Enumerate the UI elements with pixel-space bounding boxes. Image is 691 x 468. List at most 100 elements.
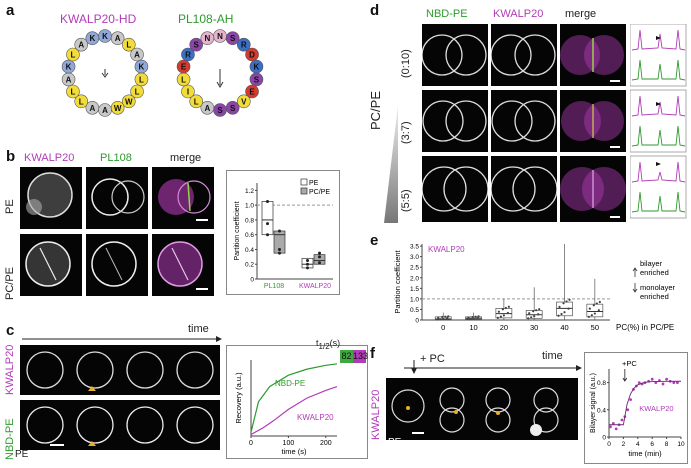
e-ylabel: Partition coefficient bbox=[393, 249, 402, 313]
e-point bbox=[562, 302, 565, 305]
e-partition-chart: 0 0.5 1.0 1.5 2.0 2.5 3.0 3.5 Partition coeffici… bbox=[393, 244, 676, 332]
residue-circle bbox=[200, 31, 215, 46]
c-series-label-nbdpe: NBD-PE bbox=[275, 379, 305, 388]
f-pc-arrow bbox=[622, 369, 628, 382]
e-ytick-label: 3.5 bbox=[410, 244, 419, 251]
f-ytick-label: 0.4 bbox=[597, 407, 606, 414]
e-point bbox=[442, 317, 445, 320]
d-ratio-2: (3:7) bbox=[400, 121, 412, 144]
e-point bbox=[592, 304, 595, 307]
residue-label: N bbox=[204, 34, 210, 43]
residue-circle bbox=[200, 100, 215, 115]
b-row-pcpe: PC/PE bbox=[4, 266, 16, 300]
c-chart-frame: 0 100 200 time (s) Recovery (a.u.) NBD-PE KWAL… bbox=[226, 345, 368, 459]
e-point bbox=[502, 314, 505, 317]
e-point bbox=[590, 314, 593, 317]
f-point bbox=[661, 382, 665, 386]
e-point bbox=[474, 315, 477, 318]
f-time-label: time bbox=[542, 350, 563, 362]
e-point bbox=[439, 318, 442, 321]
residue-label: S bbox=[230, 34, 236, 43]
b-ytick-label: 1.2 bbox=[245, 188, 254, 195]
c-series-line bbox=[250, 386, 338, 436]
c-series-line bbox=[250, 363, 338, 433]
b-image-pe-merge bbox=[152, 167, 214, 229]
residue-label: L bbox=[139, 75, 144, 84]
e-point bbox=[496, 316, 499, 319]
d-col-merge: merge bbox=[565, 8, 597, 20]
e-bilayer-label: bilayer bbox=[640, 259, 663, 268]
e-point bbox=[558, 305, 561, 308]
c-row-kwalp20: KWALP20 bbox=[4, 344, 16, 395]
e-point bbox=[563, 311, 566, 314]
profile-arrowhead bbox=[656, 162, 661, 166]
profile-arrowhead bbox=[656, 36, 661, 40]
e-point bbox=[506, 311, 509, 315]
residue-label: L bbox=[71, 88, 76, 97]
residue-label: V bbox=[241, 97, 247, 106]
b-point bbox=[278, 247, 281, 251]
b-point bbox=[318, 251, 321, 255]
b-image-pe-pl108 bbox=[86, 167, 148, 229]
residue-label: L bbox=[181, 75, 186, 84]
d-image-r1-kwalp20 bbox=[491, 24, 557, 86]
residue-circle bbox=[249, 72, 264, 87]
residue-circle bbox=[225, 31, 240, 46]
residue-label: E bbox=[249, 88, 255, 97]
residue-circle bbox=[85, 31, 100, 46]
e-point bbox=[535, 309, 538, 312]
residue-label: L bbox=[79, 97, 84, 106]
d-col-kwalp20: KWALP20 bbox=[493, 8, 544, 20]
c-xlabel: time (s) bbox=[282, 447, 308, 456]
residue-label: A bbox=[66, 75, 72, 84]
e-xtick-label: 40 bbox=[560, 323, 568, 332]
e-point bbox=[528, 312, 531, 315]
c-t12-unit: (s) bbox=[329, 338, 341, 348]
residue-label: A bbox=[115, 34, 121, 43]
b-col-kwalp20: KWALP20 bbox=[24, 152, 75, 164]
residue-circle bbox=[130, 84, 144, 99]
b-ytick-label: 1.0 bbox=[245, 203, 254, 210]
b-point bbox=[318, 261, 321, 265]
residue-circle bbox=[236, 94, 251, 109]
residue-label: L bbox=[135, 88, 140, 97]
f-xtick-label: 4 bbox=[636, 441, 640, 448]
panel-label-c: c bbox=[6, 322, 15, 339]
b-ytick-label: 0.4 bbox=[245, 247, 254, 254]
moment-arrowhead bbox=[216, 81, 224, 88]
e-xtick-label: 30 bbox=[530, 323, 538, 332]
c-image-row-kwalp20 bbox=[20, 345, 220, 395]
b-row-pe: PE bbox=[4, 199, 16, 214]
f-bilayer-chart: 0 0.4 0.8 0 2 4 6 8 10 time (min) Bilayer signal (… bbox=[590, 359, 685, 458]
residue-circle bbox=[66, 84, 80, 99]
f-point bbox=[614, 427, 618, 431]
residue-label: R bbox=[241, 41, 247, 50]
residue-label: A bbox=[204, 104, 210, 113]
b-box bbox=[261, 201, 274, 236]
e-up-arrow bbox=[632, 267, 638, 277]
residue-circle bbox=[130, 47, 144, 62]
f-point bbox=[665, 377, 668, 381]
residue-circle bbox=[245, 47, 259, 62]
c-series-label-kwalp20: KWALP20 bbox=[297, 413, 334, 422]
residue-label: A bbox=[78, 41, 84, 50]
pl108-ah-title: PL108-AH bbox=[178, 12, 234, 26]
e-point bbox=[467, 316, 470, 319]
d-image-r3-kwalp20 bbox=[491, 156, 557, 222]
residue-label: L bbox=[126, 41, 131, 50]
c-pe-label: PE bbox=[15, 449, 29, 460]
e-point bbox=[560, 312, 563, 316]
c-t12-nbdpe-value: 82 bbox=[340, 350, 353, 363]
b-ytick-label: 0.8 bbox=[245, 217, 254, 224]
e-point bbox=[476, 316, 479, 320]
d-image-r1-merge bbox=[560, 24, 626, 86]
e-xtick-label: 20 bbox=[500, 323, 508, 332]
profile-kwalp20 bbox=[631, 161, 686, 183]
f-point bbox=[629, 398, 632, 401]
b-xlabel-pl108: PL108 bbox=[264, 283, 284, 290]
c-t12-kwalp20-value: 133 bbox=[353, 350, 369, 363]
residue-circle bbox=[85, 100, 100, 115]
f-series-label: KWALP20 bbox=[639, 404, 673, 413]
e-point bbox=[588, 307, 591, 310]
e-enriched-label-2: enriched bbox=[640, 292, 669, 301]
